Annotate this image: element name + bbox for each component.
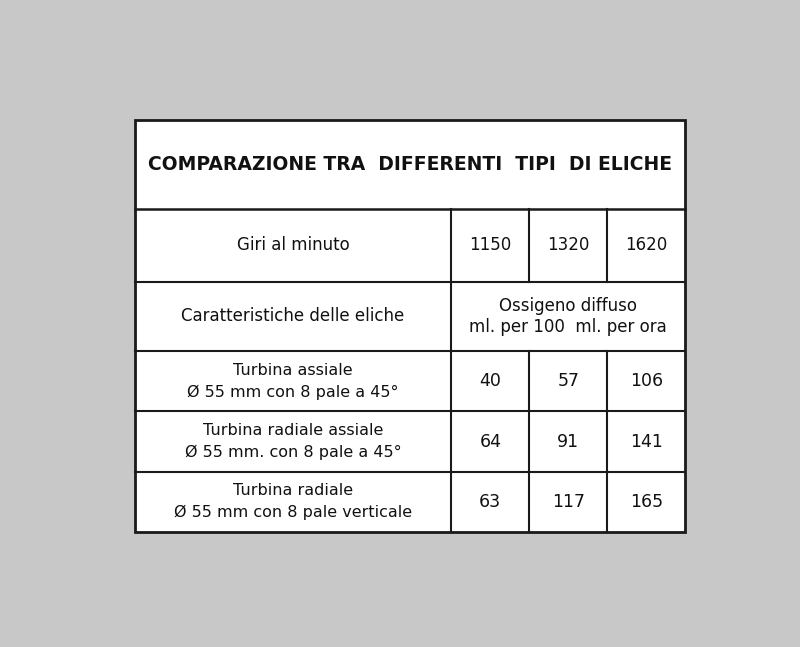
Text: 63: 63 bbox=[479, 493, 502, 511]
Text: Ø 55 mm con 8 pale a 45°: Ø 55 mm con 8 pale a 45° bbox=[187, 384, 398, 400]
Text: Turbina assiale: Turbina assiale bbox=[233, 363, 353, 378]
Text: Turbina radiale: Turbina radiale bbox=[233, 483, 353, 498]
Text: 40: 40 bbox=[479, 372, 502, 390]
Text: 117: 117 bbox=[552, 493, 585, 511]
Text: Giri al minuto: Giri al minuto bbox=[237, 236, 350, 254]
Text: Ossigeno diffuso
ml. per 100  ml. per ora: Ossigeno diffuso ml. per 100 ml. per ora bbox=[470, 297, 667, 336]
Text: 165: 165 bbox=[630, 493, 663, 511]
Text: 1150: 1150 bbox=[469, 236, 511, 254]
Text: Turbina radiale assiale: Turbina radiale assiale bbox=[203, 423, 383, 438]
Bar bbox=[134, 120, 686, 532]
Text: Ø 55 mm con 8 pale verticale: Ø 55 mm con 8 pale verticale bbox=[174, 505, 412, 520]
Text: Caratteristiche delle eliche: Caratteristiche delle eliche bbox=[182, 307, 405, 325]
Text: 141: 141 bbox=[630, 432, 662, 450]
Text: COMPARAZIONE TRA  DIFFERENTI  TIPI  DI ELICHE: COMPARAZIONE TRA DIFFERENTI TIPI DI ELIC… bbox=[148, 155, 672, 174]
Text: 1320: 1320 bbox=[547, 236, 590, 254]
Text: 106: 106 bbox=[630, 372, 663, 390]
Text: 1620: 1620 bbox=[625, 236, 667, 254]
Text: 91: 91 bbox=[558, 432, 579, 450]
Text: 57: 57 bbox=[558, 372, 579, 390]
Text: Ø 55 mm. con 8 pale a 45°: Ø 55 mm. con 8 pale a 45° bbox=[185, 445, 402, 460]
Text: 64: 64 bbox=[479, 432, 502, 450]
